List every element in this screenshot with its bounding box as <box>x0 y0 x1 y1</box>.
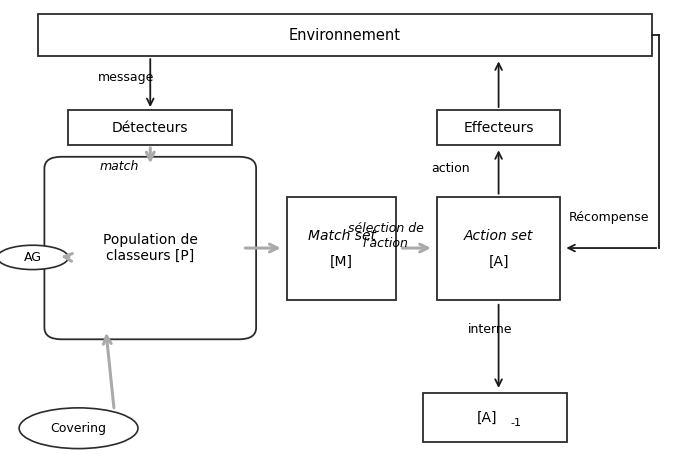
Text: Population de
classeurs [P]: Population de classeurs [P] <box>103 233 197 263</box>
Text: Action set: Action set <box>464 229 533 243</box>
Text: sélection de
l’action: sélection de l’action <box>348 222 424 250</box>
Text: Effecteurs: Effecteurs <box>463 121 534 134</box>
Text: Environnement: Environnement <box>289 28 401 43</box>
Text: Covering: Covering <box>51 422 107 435</box>
Bar <box>68 110 232 145</box>
Text: Récompense: Récompense <box>569 211 650 224</box>
Text: match: match <box>100 160 139 173</box>
Bar <box>38 14 652 56</box>
Bar <box>437 197 560 300</box>
Text: Match set: Match set <box>307 229 376 243</box>
Text: interne: interne <box>468 323 513 336</box>
Text: Détecteurs: Détecteurs <box>112 121 189 134</box>
FancyBboxPatch shape <box>44 157 256 339</box>
Text: [A]: [A] <box>477 411 497 424</box>
Bar <box>287 197 396 300</box>
Text: [A]: [A] <box>488 255 509 269</box>
Text: action: action <box>432 162 470 175</box>
Text: AG: AG <box>24 251 42 264</box>
Bar <box>437 110 560 145</box>
Text: message: message <box>98 71 154 84</box>
Text: [M]: [M] <box>330 255 353 269</box>
Text: -1: -1 <box>510 418 521 428</box>
Ellipse shape <box>0 245 68 270</box>
Bar <box>423 393 567 442</box>
Ellipse shape <box>19 408 138 448</box>
